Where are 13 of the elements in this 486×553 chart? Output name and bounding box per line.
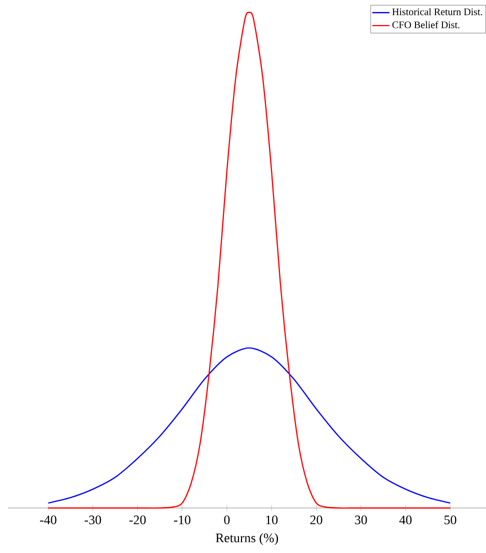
x-tick-label: 40 (399, 516, 412, 524)
x-tick-label: 50 (444, 516, 456, 524)
x-tick-label: -20 (129, 516, 146, 524)
legend-label: Historical Return Dist. (392, 8, 482, 16)
x-tick-label: 30 (355, 516, 367, 524)
x-tick-label: -10 (174, 516, 190, 524)
x-tick-label: -40 (40, 516, 56, 524)
legend-label: CFO Belief Dist. (392, 21, 460, 28)
x-tick-label: 10 (266, 516, 278, 524)
x-tick-label: 20 (310, 516, 322, 524)
x-tick-label: 0 (224, 516, 230, 524)
x-axis-title: Returns (%) (216, 533, 278, 545)
x-tick-label: -30 (84, 516, 102, 524)
